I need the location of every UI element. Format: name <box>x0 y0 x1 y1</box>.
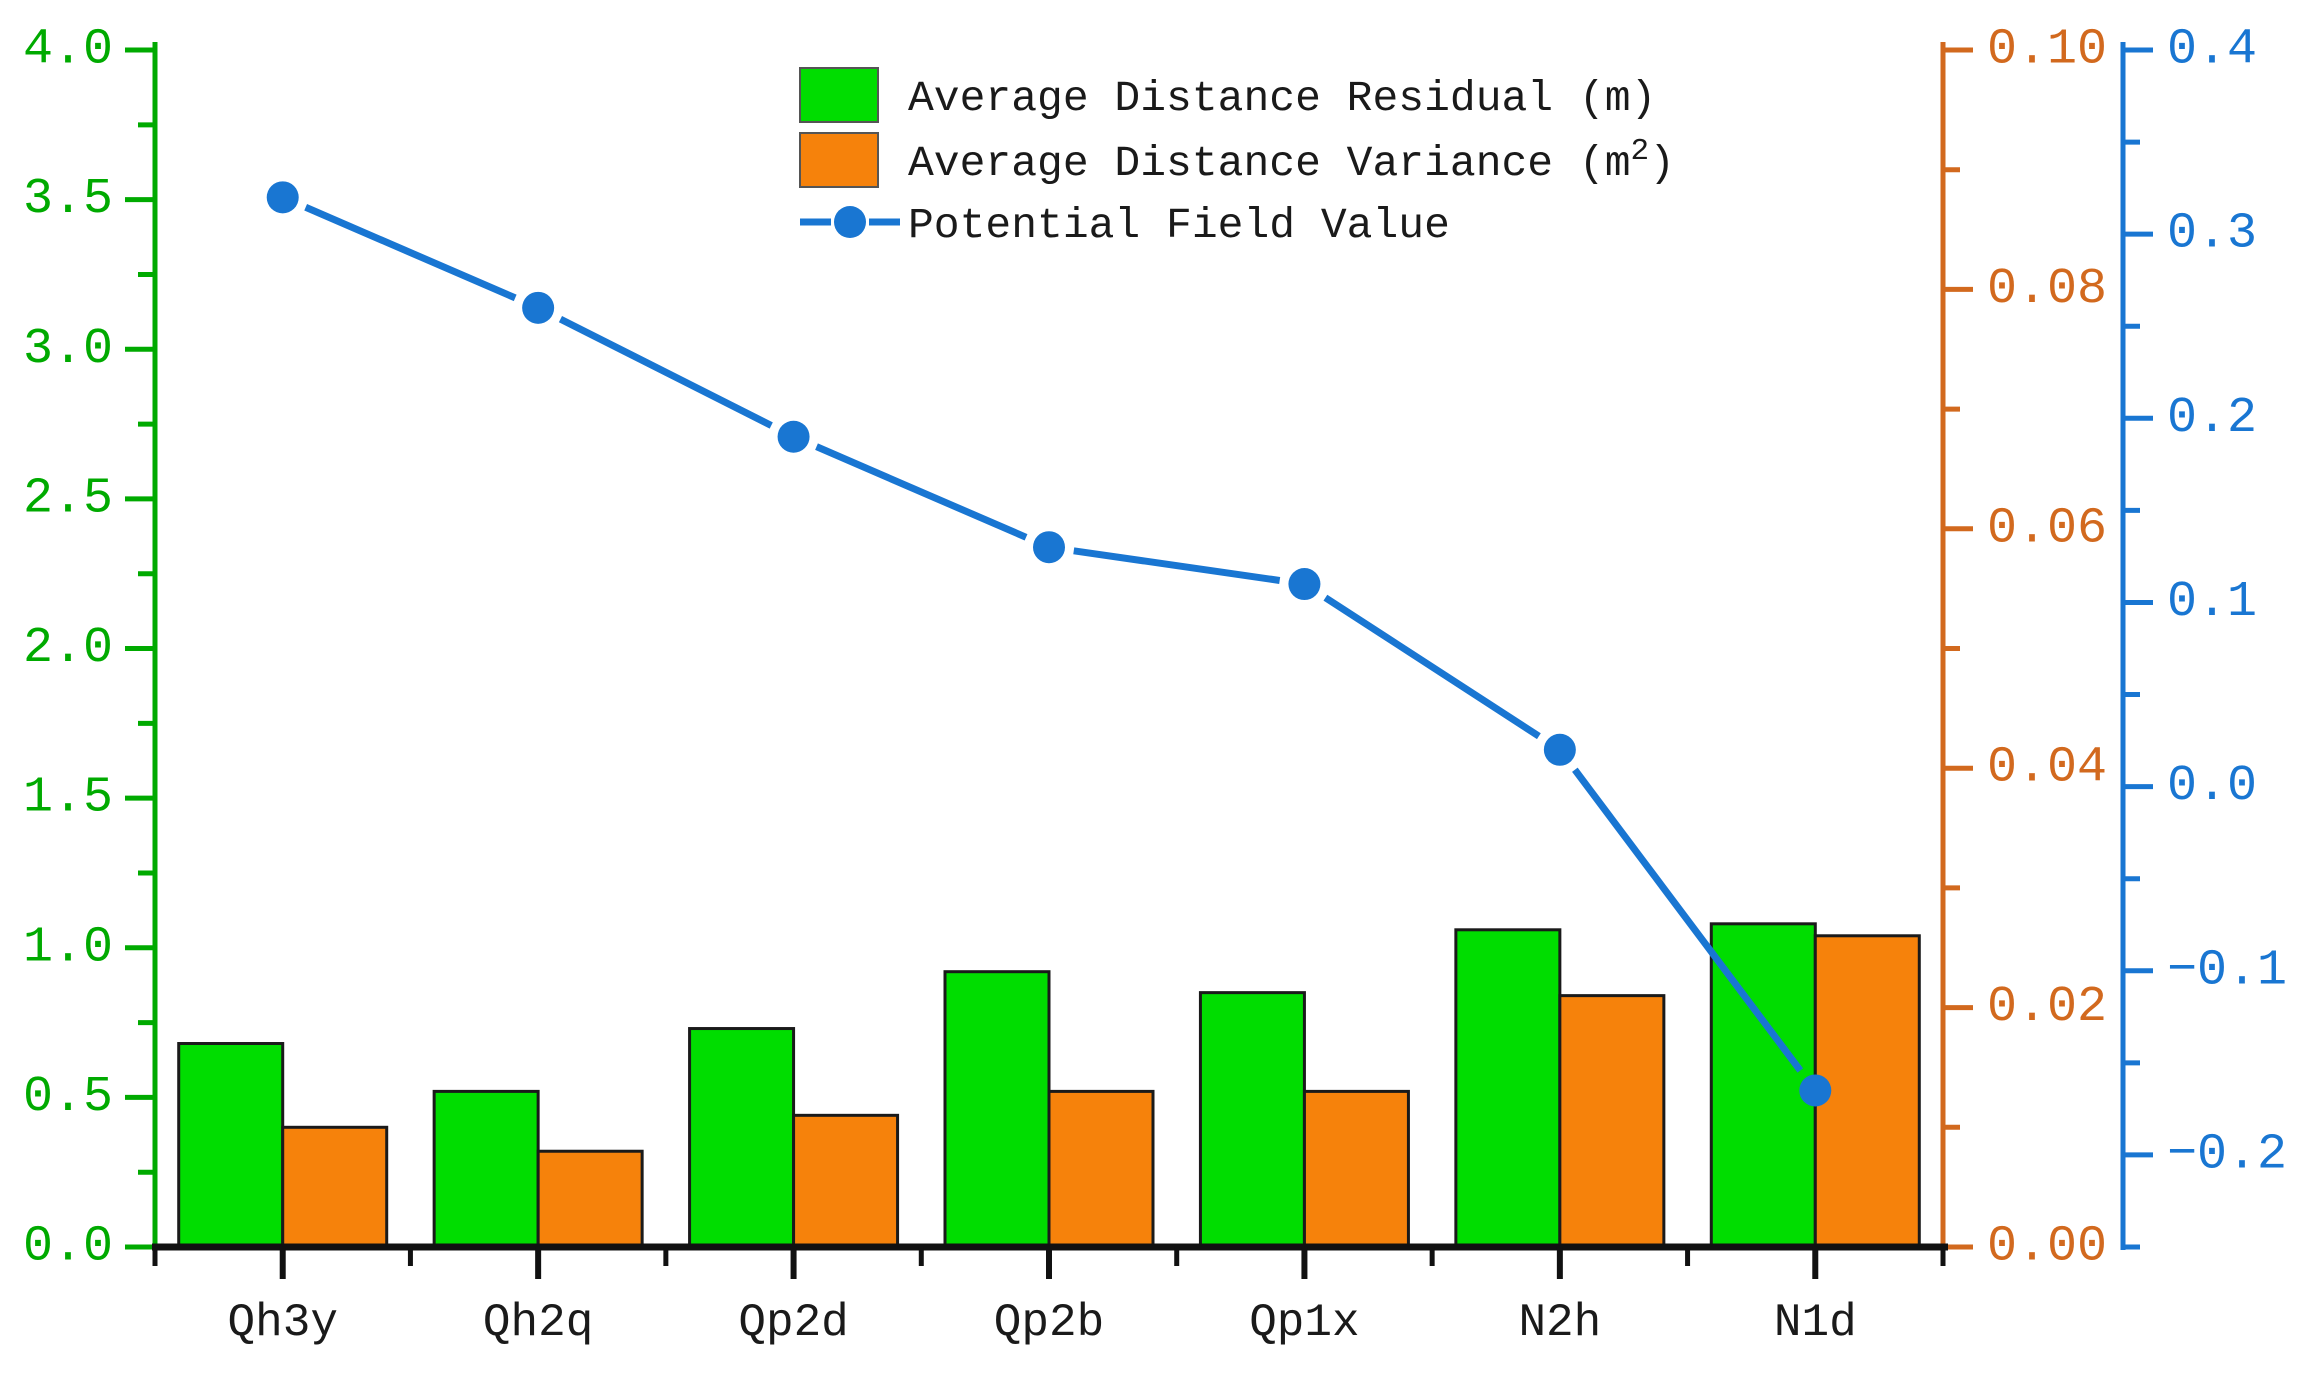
tick-label: 0.08 <box>1987 261 2107 318</box>
line-segment <box>1073 547 1281 584</box>
x-tick-label-Qp1x: Qp1x <box>1249 1297 1359 1349</box>
x-tick-label-Qp2b: Qp2b <box>994 1297 1104 1349</box>
x-tick-label-Qh2q: Qh2q <box>483 1297 593 1349</box>
bar-variance-Qp2d <box>792 1113 900 1249</box>
line-segment <box>304 204 517 302</box>
legend-marker-dot <box>834 206 866 238</box>
tick-label: 0.4 <box>2167 22 2257 79</box>
tick-label: 0.0 <box>23 1219 113 1276</box>
tick-label: 3.5 <box>23 171 113 228</box>
line-segment <box>815 443 1028 541</box>
x-tick-label-Qp2d: Qp2d <box>738 1297 848 1349</box>
legend-entry-2: Potential Field Value <box>800 201 1450 250</box>
tick-label: 0.10 <box>1987 22 2107 79</box>
tick-label: 0.2 <box>2167 390 2257 447</box>
potential-field-line <box>266 181 1832 1107</box>
legend: Average Distance Residual (m) Average Dis… <box>799 67 1675 250</box>
superscript: 2 <box>1631 134 1650 169</box>
point-Qp2d <box>777 420 810 453</box>
tick-label: 0.00 <box>1987 1219 2107 1276</box>
legend-entry-1: Average Distance Variance (m2) <box>799 132 1675 188</box>
legend-label: Average Distance Residual (m) <box>908 74 1656 123</box>
line-segment <box>558 315 773 429</box>
series-variance <box>281 934 1921 1249</box>
point-Qp2b <box>1033 531 1065 564</box>
line-segment <box>1323 594 1541 740</box>
bar-residual-Qp2d <box>688 1027 796 1249</box>
legend-entry-0: Average Distance Residual (m) <box>799 67 1656 123</box>
right-inner-axis: 0.00 0.02 0.04 0.06 0.08 0.10 <box>1940 22 2107 1276</box>
bar-residual-Qh2q <box>432 1089 540 1249</box>
tick-label: −0.2 <box>2167 1126 2287 1183</box>
line-segment <box>1572 767 1804 1073</box>
x-tick-label-N2h: N2h <box>1518 1297 1601 1349</box>
tick-label: −0.1 <box>2167 942 2287 999</box>
tick-label: 0.5 <box>23 1069 113 1126</box>
right-outer-axis: −0.2 −0.1 0.0 0.1 0.2 0.3 0.4 <box>2120 22 2287 1250</box>
tick-label: 1.5 <box>23 770 113 827</box>
left-axis: 0.0 0.5 1.0 1.5 2.0 2.5 3.0 3.5 4.0 <box>23 22 158 1276</box>
tick-label: 0.04 <box>1987 740 2107 797</box>
tick-label: 4.0 <box>23 22 113 79</box>
tick-label: 0.02 <box>1987 979 2107 1036</box>
tick-label: 0.1 <box>2167 574 2257 631</box>
bar-residual-Qp1x <box>1198 991 1306 1249</box>
bars-layer <box>177 922 1921 1249</box>
bar-variance-Qp1x <box>1302 1089 1410 1249</box>
tick-label: 2.5 <box>23 470 113 527</box>
tick-label: 3.0 <box>23 321 113 378</box>
point-Qh3y <box>266 181 299 214</box>
tick-label: 0.06 <box>1987 500 2107 557</box>
tick-label: 0.3 <box>2167 206 2257 263</box>
legend-label: Average Distance Variance (m2) <box>908 134 1675 188</box>
bar-variance-N2h <box>1558 994 1666 1249</box>
x-tick-label-Qh3y: Qh3y <box>228 1297 338 1349</box>
bar-residual-Qh3y <box>177 1042 285 1249</box>
bar-variance-Qp2b <box>1047 1089 1155 1249</box>
legend-swatch <box>799 132 879 188</box>
point-Qh2q <box>522 291 555 324</box>
x-tick-label-N1d: N1d <box>1774 1297 1857 1349</box>
x-axis: Qh3y Qh2q Qp2d Qp2b Qp1x N2h N1d <box>152 1243 1948 1349</box>
tick-label: 0.0 <box>2167 758 2257 815</box>
bar-variance-Qh3y <box>281 1125 389 1249</box>
tick-label: 1.0 <box>23 919 113 976</box>
legend-swatch <box>799 67 879 123</box>
legend-label: Potential Field Value <box>908 201 1450 250</box>
point-N2h <box>1543 733 1576 766</box>
bar-residual-Qp2b <box>943 970 1051 1249</box>
series-residual <box>177 922 1817 1249</box>
bar-variance-N1d <box>1813 934 1921 1249</box>
bar-residual-N2h <box>1454 928 1562 1249</box>
bar-variance-Qh2q <box>536 1149 644 1249</box>
point-Qp1x <box>1288 568 1321 601</box>
point-N1d <box>1799 1074 1832 1107</box>
tick-label: 2.0 <box>23 620 113 677</box>
